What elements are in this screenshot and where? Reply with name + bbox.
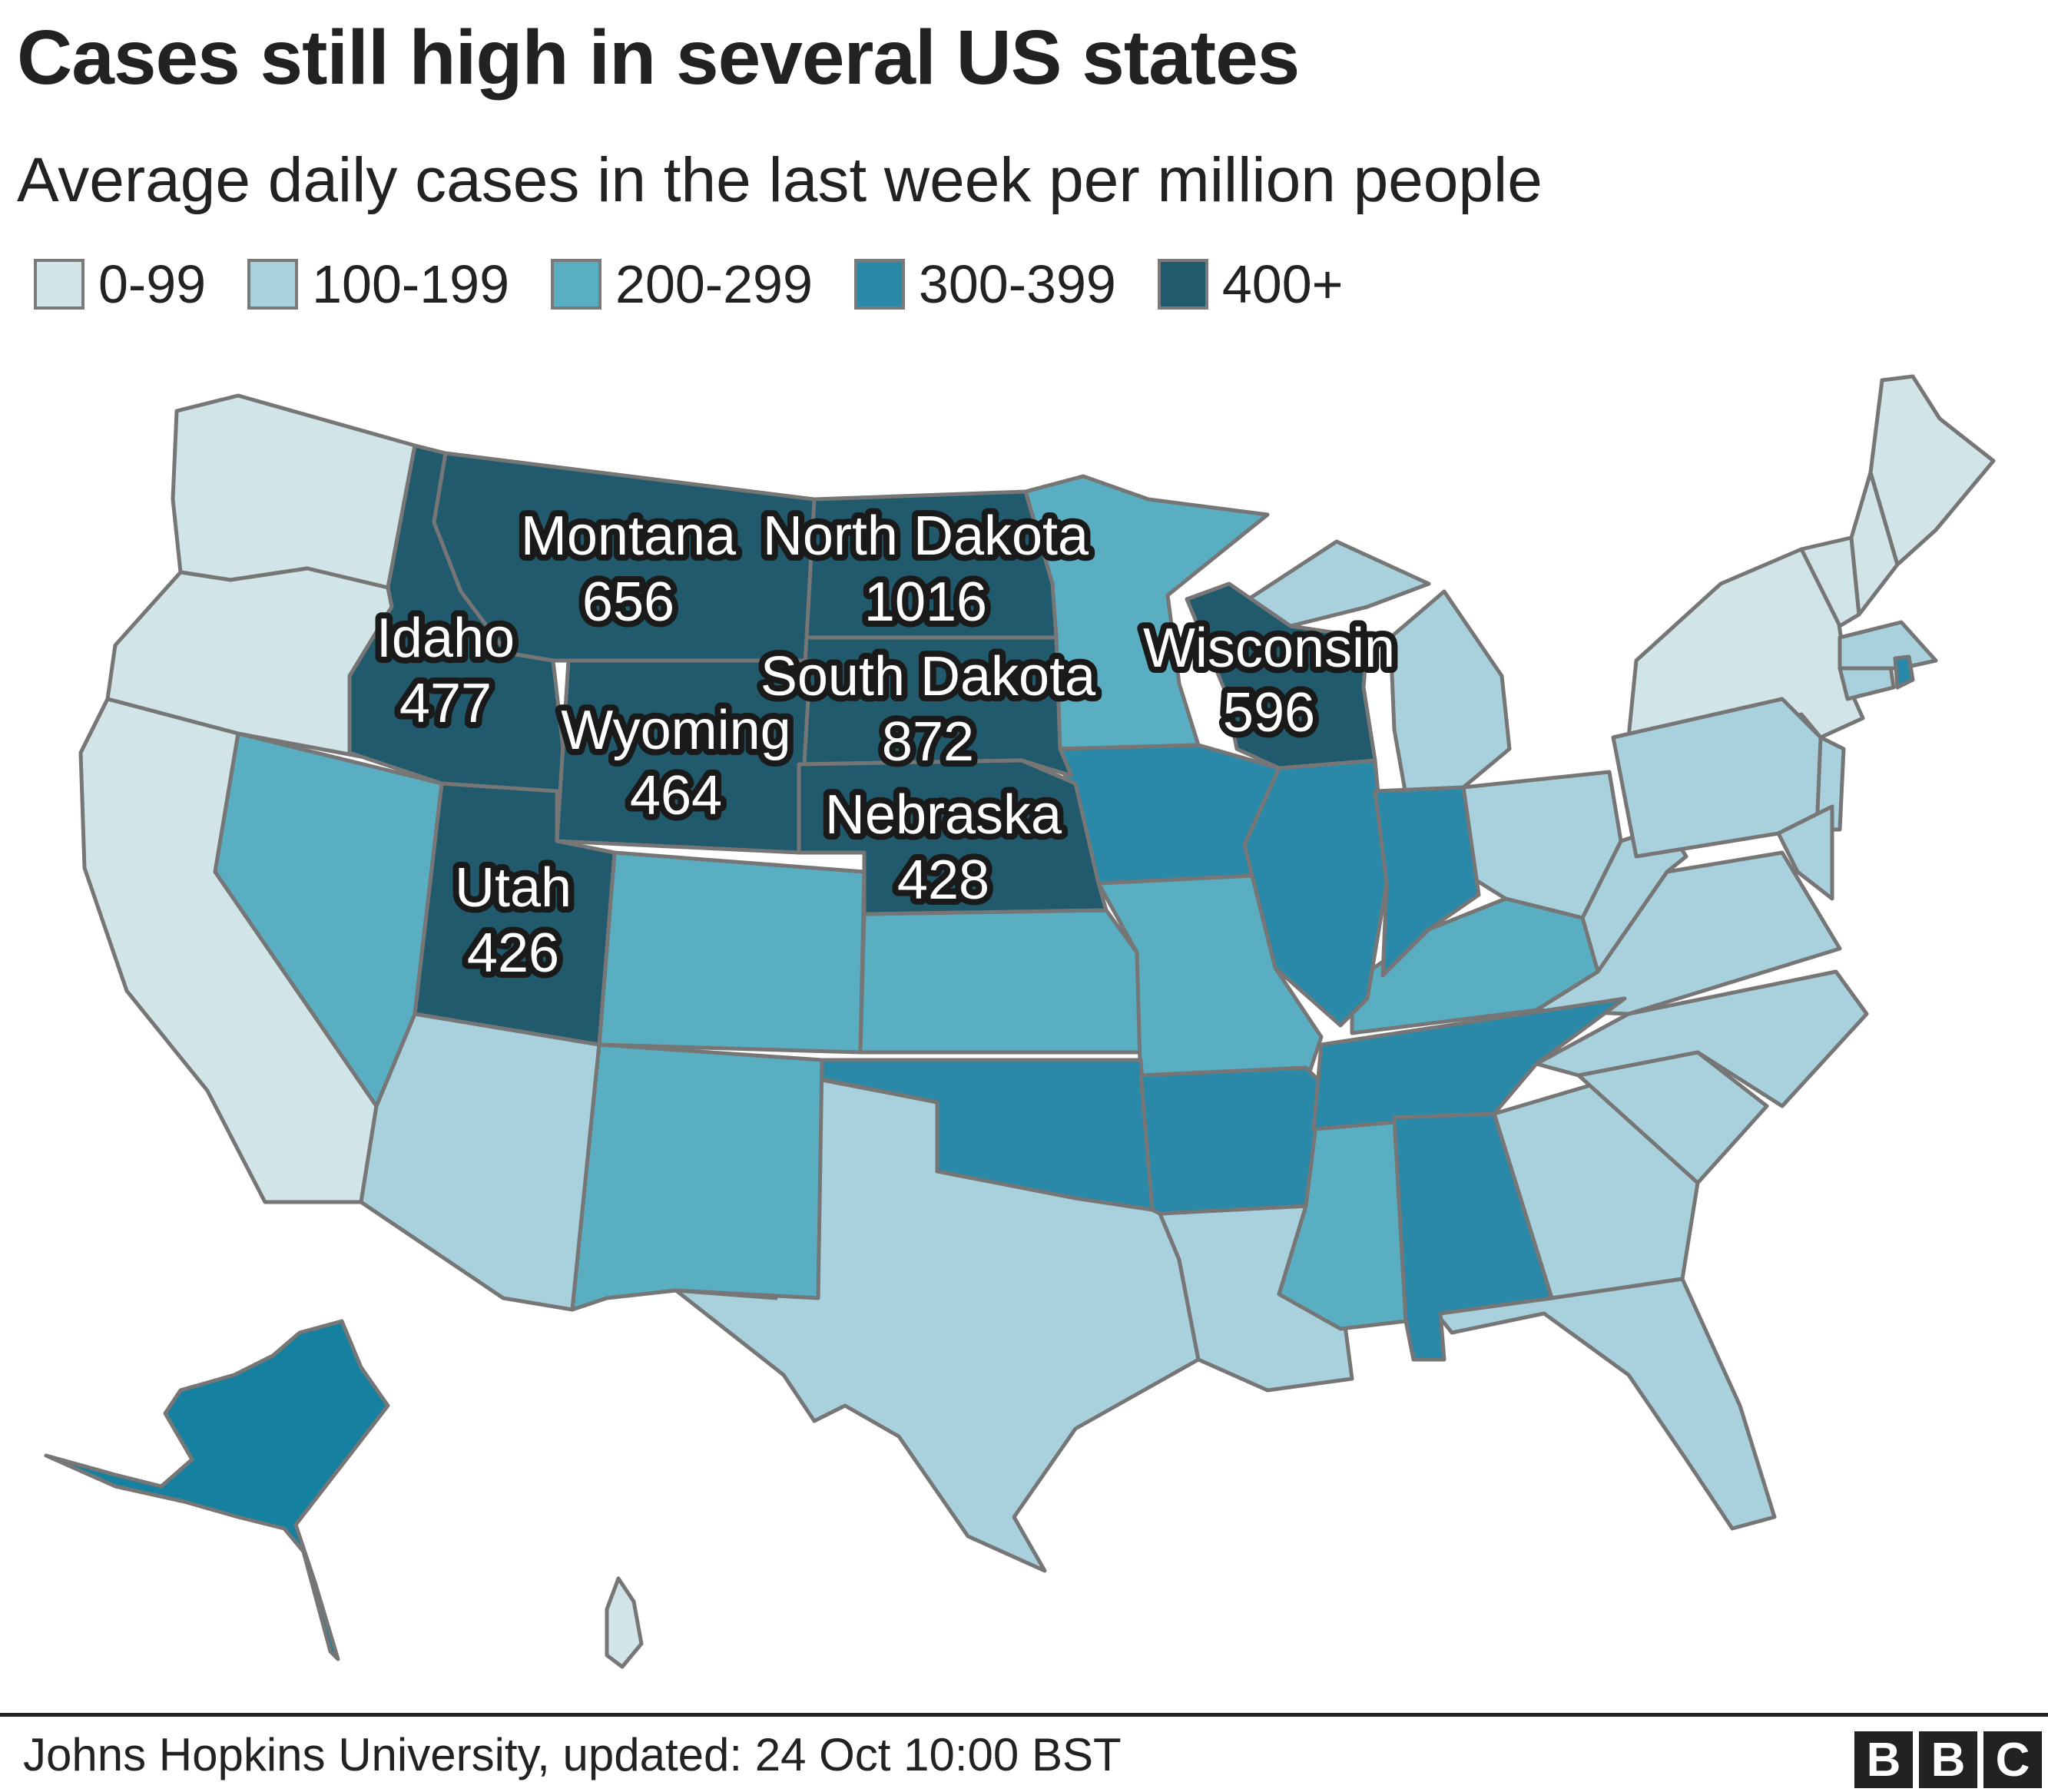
- bbc-logo-block: B: [1854, 1731, 1913, 1788]
- legend-label: 0-99: [98, 254, 207, 314]
- state-maine: [1868, 374, 1996, 567]
- label-utah-name: Utah: [455, 857, 572, 919]
- label-nebraska-value: 428: [897, 850, 989, 911]
- state-kentucky: [1350, 896, 1600, 1035]
- state-north-carolina: [1534, 969, 1869, 1108]
- state-arkansas: [1138, 1065, 1324, 1216]
- chart-title: Cases still high in several US states: [17, 15, 1300, 101]
- label-north-dakota-name: North Dakota: [763, 505, 1089, 567]
- label-south-dakota-value: 872: [882, 711, 974, 773]
- state-alaska: [44, 1319, 390, 1661]
- legend-swatch: [551, 259, 602, 310]
- state-nebraska: [797, 758, 1109, 916]
- label-montana-name: Montana: [521, 505, 737, 567]
- label-south-dakota-name: South Dakota: [761, 646, 1096, 707]
- legend-item-400-plus: 400+: [1157, 253, 1344, 315]
- state-massachusetts: [1838, 620, 1938, 671]
- state-kansas: [858, 908, 1143, 1055]
- label-utah-value: 426: [467, 922, 559, 984]
- legend-label: 400+: [1221, 254, 1344, 314]
- state-washington: [171, 393, 417, 590]
- legend-item-300-399: 300-399: [853, 253, 1116, 315]
- legend-label: 300-399: [918, 254, 1116, 314]
- footer-divider: [0, 1713, 2048, 1717]
- bbc-logo: B B C: [1848, 1731, 2042, 1788]
- label-wyoming-value: 464: [630, 765, 722, 826]
- chart-subtitle: Average daily cases in the last week per…: [17, 145, 1543, 215]
- state-colorado: [597, 850, 867, 1055]
- state-wisconsin: [1185, 581, 1377, 770]
- state-maryland-delaware: [1776, 804, 1834, 901]
- legend-swatch: [853, 259, 905, 310]
- legend-item-200-299: 200-299: [551, 253, 813, 315]
- legend: 0-99 100-199 200-299 300-399 400+: [34, 253, 1385, 315]
- legend-swatch: [34, 259, 85, 310]
- bbc-logo-block: C: [1983, 1731, 2042, 1788]
- legend-swatch: [247, 259, 299, 310]
- state-north-dakota: [804, 489, 1059, 640]
- state-michigan: [1388, 589, 1512, 797]
- label-wisconsin-value: 596: [1223, 682, 1315, 744]
- legend-label: 200-299: [615, 254, 813, 314]
- legend-swatch: [1157, 259, 1208, 310]
- state-florida: [1434, 1277, 1777, 1531]
- legend-item-100-199: 100-199: [247, 253, 509, 315]
- state-rhode-island: [1893, 654, 1915, 690]
- state-new-mexico: [570, 1042, 824, 1312]
- state-hawaii: [605, 1576, 644, 1669]
- label-north-dakota-value: 1016: [864, 571, 987, 633]
- state-indiana: [1373, 785, 1481, 978]
- label-nebraska-name: Nebraska: [825, 784, 1062, 846]
- legend-item-0-99: 0-99: [34, 253, 206, 315]
- label-idaho-name: Idaho: [376, 608, 515, 669]
- state-utah: [413, 781, 617, 1047]
- state-alabama: [1392, 1111, 1554, 1362]
- label-montana-value: 656: [582, 571, 674, 633]
- state-nevada: [213, 731, 444, 1108]
- legend-label: 100-199: [312, 254, 510, 314]
- bbc-logo-block: B: [1919, 1731, 1977, 1788]
- label-wisconsin-name: Wisconsin: [1143, 618, 1395, 679]
- label-wyoming-name: Wyoming: [561, 700, 790, 761]
- state-tennessee: [1311, 996, 1627, 1131]
- source-note: Johns Hopkins University, updated: 24 Oc…: [23, 1729, 1122, 1780]
- label-idaho-value: 477: [399, 673, 492, 734]
- state-new-jersey: [1814, 735, 1846, 832]
